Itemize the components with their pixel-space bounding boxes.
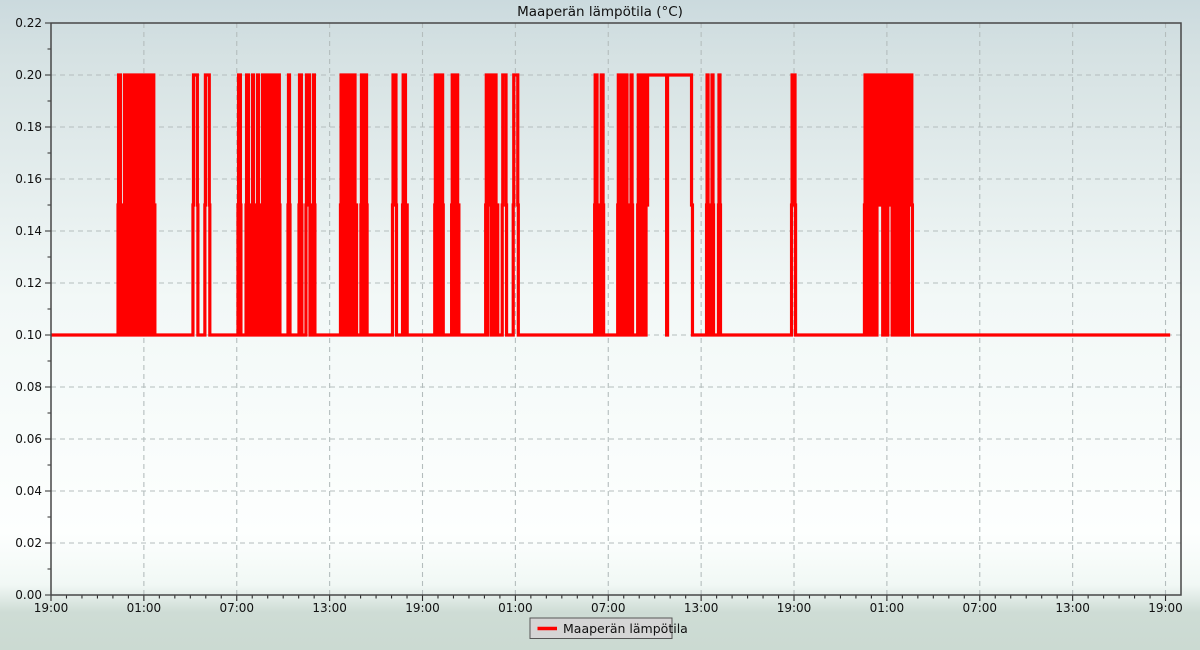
plot-border	[50, 22, 1182, 596]
y-axis-tick-label: 0.14	[15, 224, 42, 238]
legend: Maaperän lämpötila	[529, 617, 688, 639]
x-axis-tick-label: 19:00	[405, 601, 440, 615]
temperature-series-line	[51, 73, 1171, 337]
legend-label: Maaperän lämpötila	[563, 621, 688, 636]
chart-title: Maaperän lämpötila (°C)	[517, 4, 683, 20]
axis-ticks	[45, 22, 1167, 601]
y-axis-tick-label: 0.20	[15, 68, 42, 82]
x-axis-tick-label: 19:00	[1148, 601, 1183, 615]
y-axis-tick-labels: 0.00 0.02 0.04 0.06 0.08 0.10 0.12 0.14 0.16 0.18…	[15, 16, 42, 602]
y-axis-tick-label: 0.00	[15, 588, 42, 602]
x-axis-tick-label: 01:00	[870, 601, 905, 615]
x-axis-tick-label: 07:00	[219, 601, 254, 615]
x-axis-tick-label: 13:00	[312, 601, 347, 615]
x-axis-tick-label: 13:00	[684, 601, 719, 615]
y-axis-tick-label: 0.12	[15, 276, 42, 290]
x-axis-tick-label: 01:00	[127, 601, 162, 615]
x-axis-tick-labels: 19:00 01:00 07:00 13:00 19:00 01:00 07:00 13:00…	[34, 601, 1183, 615]
y-axis-tick-label: 0.04	[15, 484, 42, 498]
y-axis-tick-label: 0.18	[15, 120, 42, 134]
y-axis-tick-label: 0.22	[15, 16, 42, 30]
legend-box	[529, 617, 673, 639]
x-axis-tick-label: 13:00	[1055, 601, 1090, 615]
x-axis-tick-label: 19:00	[34, 601, 69, 615]
x-axis-tick-label: 07:00	[591, 601, 626, 615]
y-axis-tick-label: 0.16	[15, 172, 42, 186]
y-axis-tick-label: 0.06	[15, 432, 42, 446]
y-axis-tick-label: 0.02	[15, 536, 42, 550]
x-axis-tick-label: 01:00	[498, 601, 533, 615]
y-axis-tick-label: 0.08	[15, 380, 42, 394]
x-axis-tick-label: 07:00	[962, 601, 997, 615]
x-axis-tick-label: 19:00	[777, 601, 812, 615]
y-axis-tick-label: 0.10	[15, 328, 42, 342]
